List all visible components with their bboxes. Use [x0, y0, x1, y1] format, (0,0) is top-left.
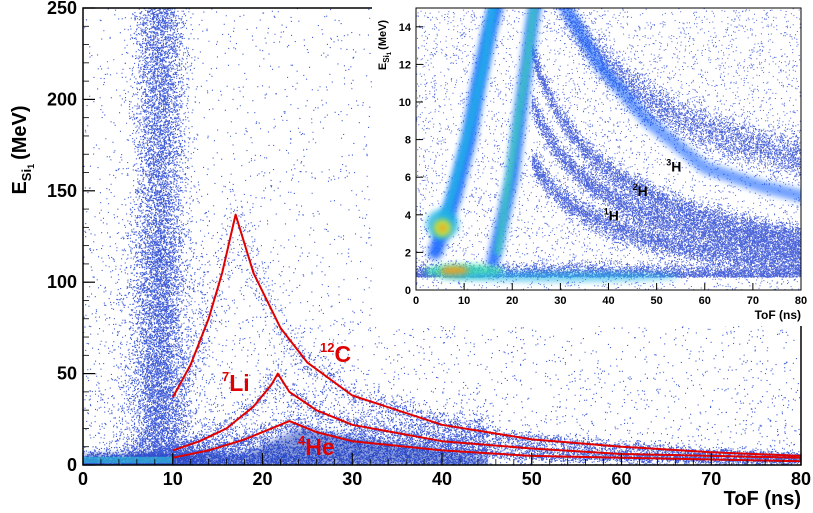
- x-tick-label: 30: [342, 469, 362, 489]
- inset-y-tick-label: 0: [405, 285, 411, 297]
- main-x-axis-title: ToF (ns): [724, 488, 801, 510]
- y-tick-label: 200: [47, 89, 77, 109]
- inset-x-tick-label: 70: [747, 295, 759, 307]
- x-tick-label: 20: [252, 469, 272, 489]
- inset-y-tick-label: 2: [405, 247, 411, 259]
- y-tick-label: 0: [67, 455, 77, 475]
- x-tick-label: 0: [78, 469, 88, 489]
- y-tick-label: 100: [47, 272, 77, 292]
- x-tick-label: 70: [701, 469, 721, 489]
- inset-x-tick-label: 10: [458, 295, 470, 307]
- inset-x-tick-label: 50: [651, 295, 663, 307]
- inset-x-tick-label: 80: [795, 295, 807, 307]
- y-tick-label: 150: [47, 181, 77, 201]
- dense-core: [83, 457, 173, 463]
- inset-x-tick-label: 60: [699, 295, 711, 307]
- inset-y-tick-label: 4: [405, 210, 412, 222]
- y-tick-label: 250: [47, 0, 77, 18]
- x-tick-label: 10: [163, 469, 183, 489]
- main-y-axis-title: ESi1(MeV): [9, 105, 36, 194]
- inset-x-tick-label: 40: [602, 295, 614, 307]
- inset-x-tick-label: 30: [554, 295, 566, 307]
- x-tick-label: 80: [791, 469, 811, 489]
- hotspot-1-peak: [438, 224, 446, 232]
- inset-x-tick-label: 0: [413, 295, 419, 307]
- x-tick-label: 60: [611, 469, 631, 489]
- x-tick-label: 50: [522, 469, 542, 489]
- inset-y-tick-label: 14: [399, 22, 412, 34]
- inset-y-tick-label: 6: [405, 172, 411, 184]
- inset-y-tick-label: 12: [399, 59, 411, 71]
- hotspot-3: [440, 272, 680, 282]
- y-tick-label: 50: [57, 364, 77, 384]
- inset-y-tick-label: 10: [399, 97, 411, 109]
- inset-x-tick-label: 20: [506, 295, 518, 307]
- inset-heatmap: [416, 0, 802, 291]
- inset-x-axis-title: ToF (ns): [755, 308, 801, 322]
- x-tick-label: 40: [432, 469, 452, 489]
- inset-y-tick-label: 8: [405, 135, 411, 147]
